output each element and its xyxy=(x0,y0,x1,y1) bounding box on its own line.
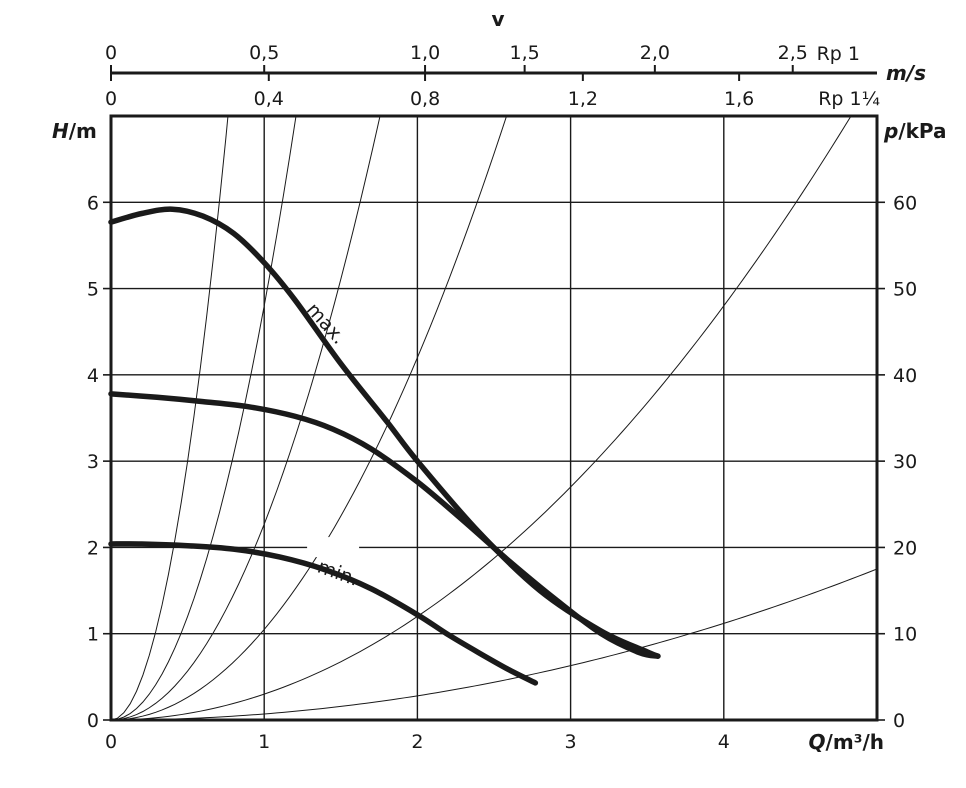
x-tick-label-3: 3 xyxy=(565,731,577,753)
rp1-tick-label-1: 0,5 xyxy=(249,42,279,64)
curve-label-min-bg xyxy=(307,537,360,558)
plot-frame xyxy=(109,114,879,722)
y-left-tick-label-6: 6 xyxy=(87,192,99,214)
y-right-title-unit: /kPa xyxy=(898,119,946,143)
y-right-tick-label-4: 40 xyxy=(893,365,917,387)
velocity-unit: m/s xyxy=(886,61,926,85)
rp114-tick-label-3: 1,2 xyxy=(568,88,598,110)
y-left-title-symbol: H xyxy=(52,119,69,143)
y-left-tick-label-3: 3 xyxy=(87,451,99,473)
system-curve-0 xyxy=(111,116,229,720)
pump-curve-2 xyxy=(108,541,539,686)
rp114-label: Rp 1¼ xyxy=(818,88,880,110)
system-curve-1 xyxy=(111,116,297,720)
system-curves xyxy=(111,116,877,720)
x-title-symbol: Q xyxy=(809,730,826,754)
y-right-tick-label-1: 10 xyxy=(893,624,917,646)
velocity-axis-title: v xyxy=(491,7,504,31)
x-title-unit: /m³/h xyxy=(826,730,884,754)
rp114-tick-label-2: 0,8 xyxy=(410,88,440,110)
pump-curve-1 xyxy=(108,391,661,659)
y-right-title-symbol: p xyxy=(883,119,898,143)
y-left-tick-label-1: 1 xyxy=(87,624,99,646)
y-right-tick-label-0: 0 xyxy=(893,710,905,732)
rp114-tick-label-1: 0,4 xyxy=(254,88,284,110)
y-right-tick-label-2: 20 xyxy=(893,537,917,559)
rp1-tick-label-5: 2,5 xyxy=(778,42,808,64)
y-left-tick-label-2: 2 xyxy=(87,537,99,559)
pump-curves: max.min. xyxy=(108,206,661,686)
x-tick-label-1: 1 xyxy=(258,731,270,753)
rp114-tick-label-4: 1,6 xyxy=(724,88,754,110)
y-right-axis-title: p/kPa xyxy=(883,119,947,143)
x-tick-label-4: 4 xyxy=(718,731,730,753)
y-left-title-unit: /m xyxy=(69,119,97,143)
system-curve-2 xyxy=(111,116,381,720)
rp1-tick-label-3: 1,5 xyxy=(510,42,540,64)
y-right-tick-label-6: 60 xyxy=(893,192,917,214)
pump-curve-0 xyxy=(108,206,661,659)
rp114-tick-label-0: 0 xyxy=(105,88,117,110)
x-tick-label-0: 0 xyxy=(105,731,117,753)
rp1-label: Rp 1 xyxy=(817,43,860,65)
y-left-tick-label-0: 0 xyxy=(87,710,99,732)
x-tick-label-2: 2 xyxy=(411,731,423,753)
y-left-axis-title: H/m xyxy=(52,119,97,143)
rp1-tick-label-4: 2,0 xyxy=(640,42,670,64)
y-right-tick-label-3: 30 xyxy=(893,451,917,473)
x-axis-title: Q/m³/h xyxy=(809,730,884,754)
grid-lines xyxy=(111,116,877,720)
system-curve-4 xyxy=(111,116,852,720)
y-left-tick-label-5: 5 xyxy=(87,279,99,301)
system-curve-3 xyxy=(111,116,508,720)
y-right-tick-label-5: 50 xyxy=(893,279,917,301)
y-left-tick-label-4: 4 xyxy=(87,365,99,387)
curve-label-min: min. xyxy=(315,556,362,591)
system-curve-5 xyxy=(111,568,877,720)
rp1-tick-label-2: 1,0 xyxy=(410,42,440,64)
rp1-tick-label-0: 0 xyxy=(105,42,117,64)
plot-border xyxy=(109,114,879,722)
